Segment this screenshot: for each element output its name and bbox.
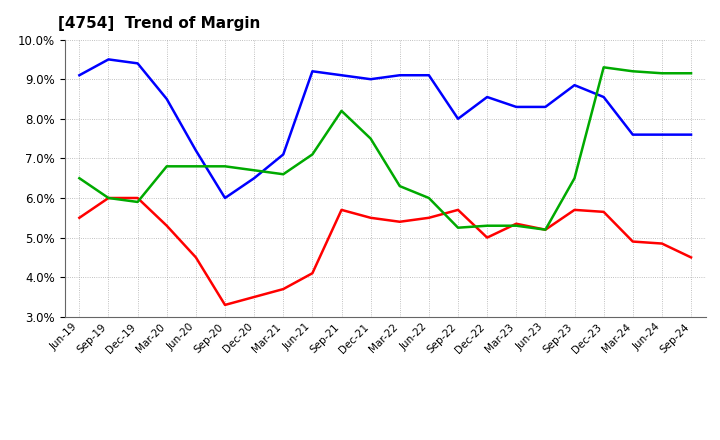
- Operating Cashflow: [75, 176, 84, 181]
- Ordinary Income: [425, 73, 433, 78]
- Operating Cashflow: [425, 195, 433, 201]
- Net Income: [192, 255, 200, 260]
- Ordinary Income: [483, 94, 492, 99]
- Operating Cashflow: [454, 225, 462, 231]
- Line: Net Income: Net Income: [79, 198, 691, 305]
- Net Income: [279, 286, 287, 292]
- Ordinary Income: [395, 73, 404, 78]
- Ordinary Income: [570, 83, 579, 88]
- Operating Cashflow: [163, 164, 171, 169]
- Operating Cashflow: [541, 227, 550, 232]
- Line: Operating Cashflow: Operating Cashflow: [79, 67, 691, 230]
- Ordinary Income: [657, 132, 666, 137]
- Operating Cashflow: [512, 223, 521, 228]
- Ordinary Income: [687, 132, 696, 137]
- Operating Cashflow: [629, 69, 637, 74]
- Net Income: [395, 219, 404, 224]
- Net Income: [308, 271, 317, 276]
- Net Income: [250, 294, 258, 300]
- Operating Cashflow: [483, 223, 492, 228]
- Operating Cashflow: [687, 70, 696, 76]
- Net Income: [599, 209, 608, 214]
- Net Income: [541, 227, 550, 232]
- Operating Cashflow: [570, 176, 579, 181]
- Operating Cashflow: [337, 108, 346, 114]
- Ordinary Income: [133, 61, 142, 66]
- Line: Ordinary Income: Ordinary Income: [79, 59, 691, 198]
- Ordinary Income: [629, 132, 637, 137]
- Net Income: [75, 215, 84, 220]
- Ordinary Income: [104, 57, 113, 62]
- Net Income: [163, 223, 171, 228]
- Net Income: [220, 302, 229, 308]
- Operating Cashflow: [366, 136, 375, 141]
- Operating Cashflow: [220, 164, 229, 169]
- Ordinary Income: [366, 77, 375, 82]
- Ordinary Income: [454, 116, 462, 121]
- Ordinary Income: [541, 104, 550, 110]
- Ordinary Income: [308, 69, 317, 74]
- Net Income: [425, 215, 433, 220]
- Operating Cashflow: [599, 65, 608, 70]
- Ordinary Income: [163, 96, 171, 102]
- Text: [4754]  Trend of Margin: [4754] Trend of Margin: [58, 16, 261, 32]
- Ordinary Income: [220, 195, 229, 201]
- Operating Cashflow: [279, 172, 287, 177]
- Operating Cashflow: [104, 195, 113, 201]
- Operating Cashflow: [395, 183, 404, 189]
- Net Income: [104, 195, 113, 201]
- Operating Cashflow: [308, 152, 317, 157]
- Net Income: [629, 239, 637, 244]
- Net Income: [366, 215, 375, 220]
- Ordinary Income: [599, 94, 608, 99]
- Net Income: [687, 255, 696, 260]
- Operating Cashflow: [133, 199, 142, 205]
- Net Income: [133, 195, 142, 201]
- Ordinary Income: [279, 152, 287, 157]
- Ordinary Income: [192, 148, 200, 153]
- Ordinary Income: [75, 73, 84, 78]
- Operating Cashflow: [192, 164, 200, 169]
- Net Income: [483, 235, 492, 240]
- Net Income: [570, 207, 579, 213]
- Operating Cashflow: [657, 70, 666, 76]
- Ordinary Income: [512, 104, 521, 110]
- Ordinary Income: [250, 176, 258, 181]
- Ordinary Income: [337, 73, 346, 78]
- Net Income: [454, 207, 462, 213]
- Net Income: [512, 221, 521, 227]
- Operating Cashflow: [250, 168, 258, 173]
- Net Income: [657, 241, 666, 246]
- Net Income: [337, 207, 346, 213]
